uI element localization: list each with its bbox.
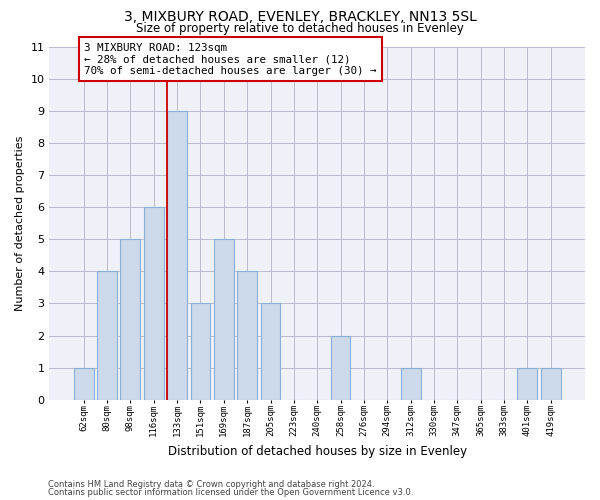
Bar: [541, 368, 560, 400]
Bar: [167, 110, 187, 400]
Bar: [237, 272, 257, 400]
Bar: [401, 368, 421, 400]
Text: 3, MIXBURY ROAD, EVENLEY, BRACKLEY, NN13 5SL: 3, MIXBURY ROAD, EVENLEY, BRACKLEY, NN13…: [124, 10, 476, 24]
Bar: [517, 368, 538, 400]
Bar: [74, 368, 94, 400]
Bar: [331, 336, 350, 400]
Bar: [214, 239, 234, 400]
Bar: [144, 207, 164, 400]
Text: Contains public sector information licensed under the Open Government Licence v3: Contains public sector information licen…: [48, 488, 413, 497]
Text: 3 MIXBURY ROAD: 123sqm
← 28% of detached houses are smaller (12)
70% of semi-det: 3 MIXBURY ROAD: 123sqm ← 28% of detached…: [84, 42, 376, 76]
Bar: [260, 304, 280, 400]
X-axis label: Distribution of detached houses by size in Evenley: Distribution of detached houses by size …: [167, 444, 467, 458]
Text: Contains HM Land Registry data © Crown copyright and database right 2024.: Contains HM Land Registry data © Crown c…: [48, 480, 374, 489]
Bar: [97, 272, 117, 400]
Y-axis label: Number of detached properties: Number of detached properties: [15, 136, 25, 311]
Text: Size of property relative to detached houses in Evenley: Size of property relative to detached ho…: [136, 22, 464, 35]
Bar: [191, 304, 211, 400]
Bar: [121, 239, 140, 400]
